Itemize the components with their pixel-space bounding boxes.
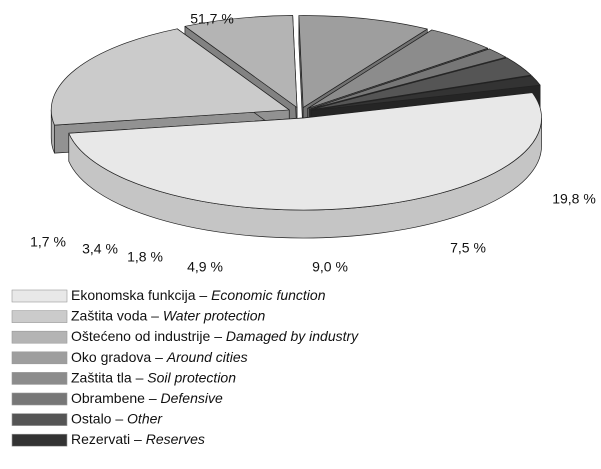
slice-top <box>184 15 298 108</box>
legend-name-en: Water protection <box>163 307 266 323</box>
legend-name-en: Around cities <box>166 349 248 365</box>
legend-separator: – <box>214 328 222 344</box>
data-label: 1,7 % <box>30 234 66 250</box>
legend-separator: – <box>149 390 157 406</box>
legend-name: Oštećeno od industrije <box>71 328 211 344</box>
data-label: 4,9 % <box>187 259 223 275</box>
legend-separator: – <box>199 287 207 303</box>
legend-name: Ostalo <box>71 410 112 426</box>
legend-name: Rezervati <box>71 431 130 447</box>
legend-separator: – <box>151 307 159 323</box>
legend-name: Oko gradova <box>71 349 151 365</box>
legend-name-en: Soil protection <box>147 369 236 385</box>
slice <box>68 92 542 239</box>
slice-top <box>298 15 428 108</box>
slice-top <box>310 57 532 111</box>
legend-name-en: Defensive <box>161 390 223 406</box>
legend-separator: – <box>134 431 142 447</box>
legend-name-en: Reserves <box>146 431 205 447</box>
legend-label: Rezervati – Reserves <box>71 431 205 447</box>
legend-swatch <box>11 433 68 447</box>
legend-swatch <box>11 289 68 303</box>
legend-name: Ekonomska funkcija <box>71 287 196 303</box>
legend-label: Ekonomska funkcija – Economic function <box>71 287 326 303</box>
legend-separator: – <box>136 369 144 385</box>
data-label: 3,4 % <box>82 241 118 257</box>
legend-label: Zaštita tla – Soil protection <box>71 369 236 385</box>
legend-separator: – <box>115 410 123 426</box>
legend-label: Oko gradova – Around cities <box>71 349 248 365</box>
legend-swatch <box>11 392 68 406</box>
legend-separator: – <box>155 349 163 365</box>
legend-name: Zaštita voda <box>71 307 147 323</box>
legend-swatch <box>11 310 68 323</box>
legend-label: Oštećeno od industrije – Damaged by indu… <box>71 328 359 344</box>
legend-swatch <box>11 372 68 385</box>
data-label: 9,0 % <box>312 259 348 275</box>
legend-label: Obrambene – Defensive <box>71 390 223 406</box>
slice-top <box>68 92 542 211</box>
legend-label: Zaštita voda – Water protection <box>71 307 266 323</box>
legend-swatch <box>11 413 68 426</box>
legend-name-en: Damaged by industry <box>226 328 359 344</box>
legend-swatch <box>11 351 68 365</box>
legend-name: Obrambene <box>71 390 145 406</box>
data-label: 51,7 % <box>190 11 234 27</box>
data-label: 7,5 % <box>450 240 486 256</box>
slice-top <box>310 75 541 111</box>
slice-top <box>307 29 489 109</box>
legend-name-en: Economic function <box>211 287 326 303</box>
legend-name: Zaštita tla <box>71 369 132 385</box>
slice-top <box>50 28 290 126</box>
data-label: 1,8 % <box>127 249 163 265</box>
legend-name-en: Other <box>127 410 163 426</box>
slice-top <box>309 48 507 110</box>
legend-swatch <box>11 330 68 344</box>
data-label: 19,8 % <box>552 191 596 207</box>
legend-label: Ostalo – Other <box>71 410 163 426</box>
